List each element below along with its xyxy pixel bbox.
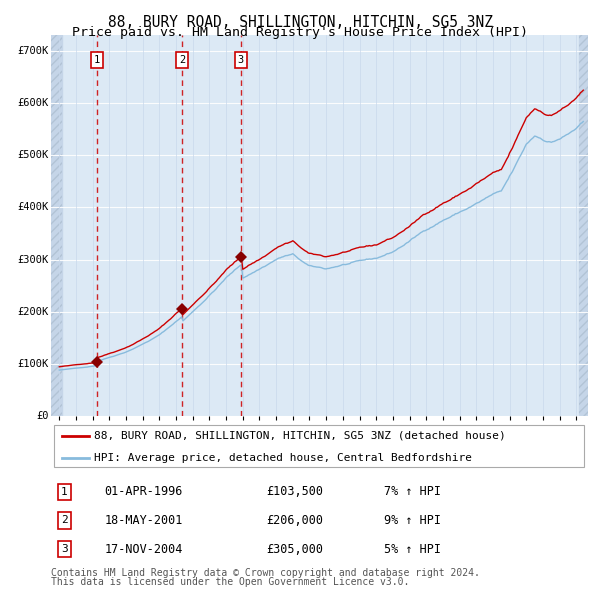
Text: £100K: £100K [17,359,49,369]
Text: £300K: £300K [17,254,49,264]
Text: 18-MAY-2001: 18-MAY-2001 [105,514,183,527]
Text: £0: £0 [37,411,49,421]
Text: £400K: £400K [17,202,49,212]
Text: £206,000: £206,000 [266,514,323,527]
Text: 2: 2 [61,516,68,526]
Text: This data is licensed under the Open Government Licence v3.0.: This data is licensed under the Open Gov… [51,577,409,587]
Text: £600K: £600K [17,98,49,108]
Bar [579,35,588,416]
Text: 7% ↑ HPI: 7% ↑ HPI [384,485,441,498]
Text: 88, BURY ROAD, SHILLINGTON, HITCHIN, SG5 3NZ (detached house): 88, BURY ROAD, SHILLINGTON, HITCHIN, SG5… [94,431,506,441]
Text: £200K: £200K [17,307,49,317]
Text: 9% ↑ HPI: 9% ↑ HPI [384,514,441,527]
Text: 3: 3 [238,55,244,65]
Bar [579,35,588,416]
Text: 1: 1 [61,487,68,497]
Text: 88, BURY ROAD, SHILLINGTON, HITCHIN, SG5 3NZ: 88, BURY ROAD, SHILLINGTON, HITCHIN, SG5… [107,15,493,30]
Text: 2: 2 [179,55,185,65]
FancyBboxPatch shape [53,425,584,467]
Text: Price paid vs. HM Land Registry's House Price Index (HPI): Price paid vs. HM Land Registry's House … [72,26,528,39]
Text: Contains HM Land Registry data © Crown copyright and database right 2024.: Contains HM Land Registry data © Crown c… [51,568,480,578]
Text: 5% ↑ HPI: 5% ↑ HPI [384,543,441,556]
Bar [51,35,62,416]
Bar [51,35,62,416]
Text: 01-APR-1996: 01-APR-1996 [105,485,183,498]
Text: 3: 3 [61,544,68,554]
Text: 17-NOV-2004: 17-NOV-2004 [105,543,183,556]
Text: £500K: £500K [17,150,49,160]
Text: £103,500: £103,500 [266,485,323,498]
Text: HPI: Average price, detached house, Central Bedfordshire: HPI: Average price, detached house, Cent… [94,453,472,463]
Text: £305,000: £305,000 [266,543,323,556]
Text: 1: 1 [94,55,100,65]
Text: £700K: £700K [17,46,49,56]
